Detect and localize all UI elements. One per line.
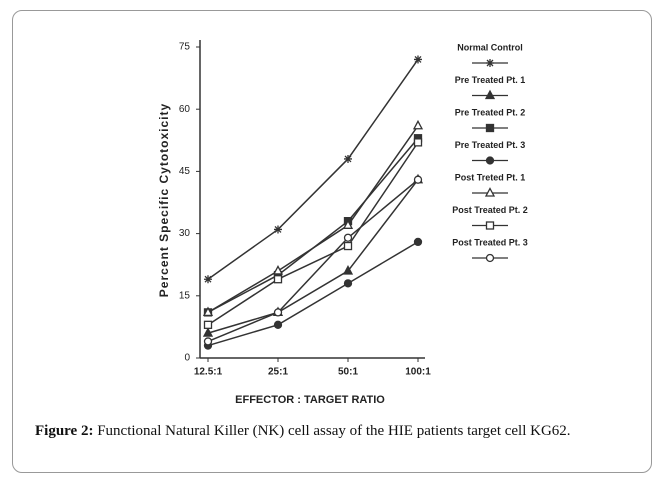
legend-marker: [486, 59, 494, 67]
x-axis-label: EFFECTOR : TARGET RATIO: [235, 394, 385, 406]
y-tick-label: 60: [179, 104, 191, 115]
figure-frame: [12, 10, 652, 473]
data-point: [343, 233, 353, 242]
legend-label: Pre Treated Pt. 2: [455, 107, 526, 117]
chart: Percent Specific Cytotoxicity EFFECTOR :…: [157, 40, 528, 406]
series-line: [207, 179, 419, 334]
legend-label: Normal Control: [457, 42, 523, 52]
y-tick-label: 0: [184, 353, 190, 364]
data-point: [273, 275, 283, 284]
legend-marker: [485, 253, 495, 263]
data-point: [344, 154, 352, 163]
y-axis-label: Percent Specific Cytotoxicity: [157, 103, 171, 297]
caption-text: Functional Natural Killer (NK) cell assa…: [97, 423, 571, 439]
legend-marker: [485, 221, 495, 230]
data-point: [412, 119, 424, 130]
legend-label: Pre Treated Pt. 1: [455, 75, 526, 85]
series-line: [207, 59, 419, 280]
x-tick-label: 25:1: [268, 367, 288, 378]
x-tick-label: 100:1: [405, 367, 431, 378]
data-point: [274, 225, 282, 234]
legend-label: Post Treated Pt. 3: [452, 237, 528, 247]
y-tick-label: 15: [179, 290, 191, 301]
data-point: [202, 306, 214, 317]
legend-label: Post Treted Pt. 1: [455, 172, 526, 182]
data-point: [413, 175, 423, 184]
legend-marker: [484, 89, 496, 100]
series-line: [207, 125, 419, 314]
x-tick-label: 12.5:1: [194, 367, 223, 378]
data-point: [272, 265, 284, 275]
caption-label: Figure 2:: [35, 423, 94, 439]
data-point: [343, 241, 353, 251]
legend-marker: [485, 156, 495, 165]
legend-marker: [485, 123, 495, 133]
series-line: [207, 241, 419, 347]
x-tick-label: 50:1: [338, 367, 358, 378]
legend-label: Pre Treated Pt. 3: [455, 140, 526, 150]
data-point: [204, 275, 212, 284]
y-tick-label: 30: [179, 228, 191, 239]
data-point: [203, 320, 213, 329]
y-tick-label: 45: [179, 166, 191, 177]
data-point: [273, 308, 283, 317]
caption: Figure 2: Functional Natural Killer (NK)…: [35, 418, 635, 444]
data-point: [273, 320, 283, 329]
data-point: [203, 337, 213, 346]
legend-marker: [484, 187, 496, 197]
legend-label: Post Treated Pt. 2: [452, 205, 528, 215]
data-point: [413, 138, 423, 147]
series-line: [207, 137, 419, 314]
series-line: [207, 141, 419, 326]
data-point: [343, 279, 353, 288]
data-point: [414, 55, 422, 64]
data-point: [202, 327, 214, 337]
series-line: [207, 179, 419, 343]
data-point: [413, 237, 423, 247]
y-tick-label: 75: [179, 42, 191, 53]
data-point: [342, 219, 354, 229]
data-point: [342, 265, 354, 275]
